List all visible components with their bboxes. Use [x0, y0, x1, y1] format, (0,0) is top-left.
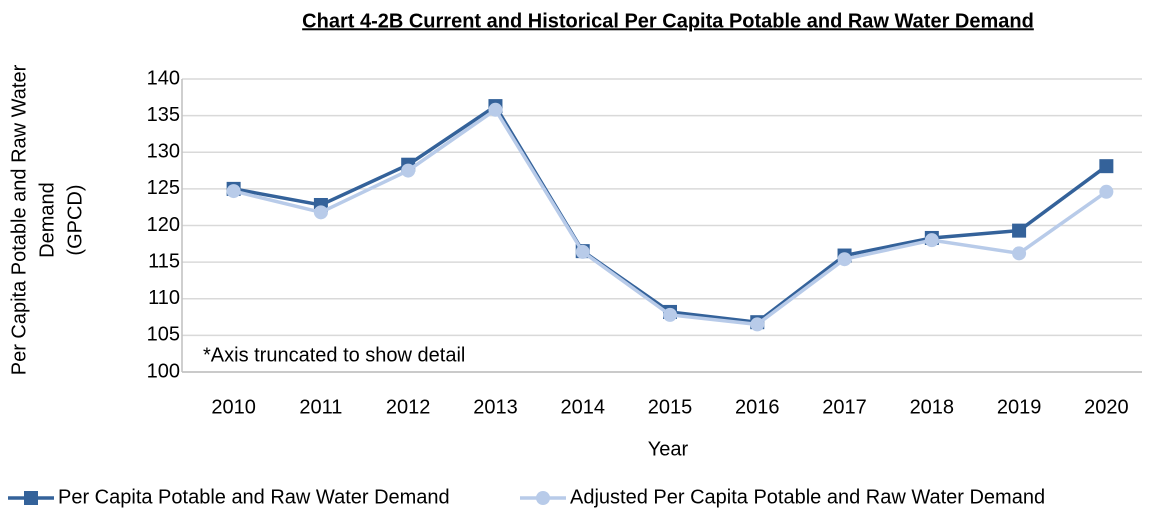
- marker: [663, 307, 677, 322]
- x-tick-label: 2012: [386, 396, 431, 418]
- y-tick-label: 110: [148, 287, 180, 309]
- x-tick-label: 2020: [1084, 396, 1129, 418]
- legend-label: Per Capita Potable and Raw Water Demand: [58, 486, 450, 508]
- y-tick-label: 125: [147, 177, 180, 199]
- series-line: [233, 103, 1108, 325]
- y-tick-label: 100: [147, 360, 180, 382]
- legend-marker: [24, 491, 38, 505]
- marker: [837, 252, 852, 267]
- y-tick-label: 120: [147, 214, 180, 236]
- y-axis-label: Demand: [36, 182, 58, 258]
- marker: [1012, 246, 1027, 261]
- marker: [1099, 184, 1114, 199]
- x-tick-label: 2017: [822, 396, 867, 418]
- marker: [750, 317, 765, 332]
- x-tick-label: 2016: [735, 396, 780, 418]
- x-tick-label: 2011: [299, 396, 342, 418]
- series-line: [233, 107, 1108, 327]
- marker: [1099, 159, 1114, 174]
- marker: [226, 184, 241, 199]
- marker: [1012, 223, 1027, 238]
- legend-label: Adjusted Per Capita Potable and Raw Wate…: [570, 486, 1045, 508]
- x-tick-label: 2018: [910, 396, 955, 418]
- legend-marker: [536, 491, 550, 505]
- marker: [401, 163, 416, 178]
- marker: [488, 102, 503, 117]
- y-axis-label: Per Capita Potable and Raw Water: [8, 64, 30, 375]
- y-tick-label: 140: [147, 67, 180, 89]
- marker: [924, 233, 939, 248]
- x-tick-label: 2013: [473, 396, 518, 418]
- x-tick-label: 2015: [648, 396, 693, 418]
- y-tick-label: 115: [148, 250, 180, 272]
- x-axis-label: Year: [648, 438, 689, 460]
- y-tick-label: 130: [147, 141, 180, 163]
- y-tick-label: 135: [147, 104, 180, 126]
- marker: [313, 205, 328, 220]
- marker: [575, 244, 590, 259]
- y-tick-label: 105: [147, 324, 180, 346]
- annotation: *Axis truncated to show detail: [203, 344, 465, 366]
- x-tick-label: 2010: [211, 396, 256, 418]
- chart-title: Chart 4-2B Current and Historical Per Ca…: [302, 10, 1034, 32]
- x-tick-label: 2019: [997, 396, 1042, 418]
- y-axis-label: (GPCD): [64, 184, 86, 255]
- x-tick-label: 2014: [560, 396, 605, 418]
